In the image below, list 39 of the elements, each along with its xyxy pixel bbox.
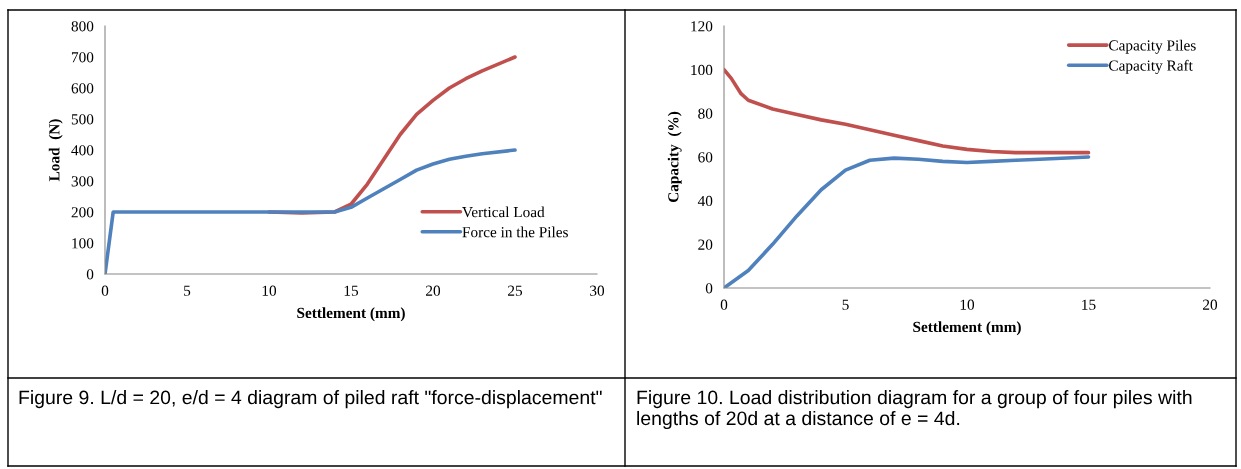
y-tick-label: 0 (86, 269, 94, 280)
y-tick-label: 120 (691, 21, 713, 32)
x-tick-label: 20 (1203, 299, 1218, 310)
y-tick-label: 500 (71, 114, 94, 125)
caption: Figure 10. Load distribution diagram for a group of four piles with lengths of 20d at a distance of e = 4d. (637, 390, 1192, 430)
y-tick-label: 100 (691, 64, 713, 76)
y-tick-label: 400 (71, 145, 94, 156)
x-axis-title: Settlement (mm) (913, 321, 1021, 336)
legend-label: Vertical Load (462, 206, 545, 218)
caption: Figure 9. L/d = 20, e/d = 4 diagram of piled raft "force-displacement" (19, 390, 602, 409)
y-axis-title: Load (N) (48, 119, 63, 182)
x-tick-label: 30 (590, 285, 605, 296)
x-tick-label: 10 (262, 285, 277, 296)
y-tick-label: 80 (698, 108, 713, 119)
legend-label: Capacity Piles (1109, 39, 1196, 54)
line-series (724, 155, 1091, 288)
legend-label: Force in the Piles (462, 226, 568, 238)
y-tick-label: 300 (71, 176, 94, 187)
x-tick-label: 0 (720, 299, 728, 310)
y-tick-label: 40 (697, 195, 713, 207)
legend-label: Capacity Raft (1109, 59, 1193, 74)
x-tick-label: 5 (184, 285, 191, 296)
x-axis-title: Settlement (mm) (297, 307, 405, 322)
x-tick-label: 15 (344, 285, 359, 296)
y-tick-label: 20 (698, 239, 713, 250)
x-tick-label: 0 (101, 285, 109, 296)
y-tick-label: 600 (71, 83, 94, 94)
x-tick-label: 20 (426, 285, 441, 296)
x-tick-label: 10 (960, 299, 975, 310)
line-series (724, 67, 1091, 155)
y-tick-label: 800 (71, 21, 94, 32)
x-tick-label: 15 (1082, 299, 1096, 310)
y-tick-label: 700 (71, 52, 94, 63)
x-tick-label: 5 (842, 299, 849, 310)
y-tick-label: 60 (698, 152, 713, 163)
x-tick-label: 25 (508, 285, 523, 296)
y-tick-label: 100 (72, 238, 94, 249)
y-axis-title: Capacity (%) (667, 111, 682, 203)
y-tick-label: 200 (71, 207, 94, 218)
